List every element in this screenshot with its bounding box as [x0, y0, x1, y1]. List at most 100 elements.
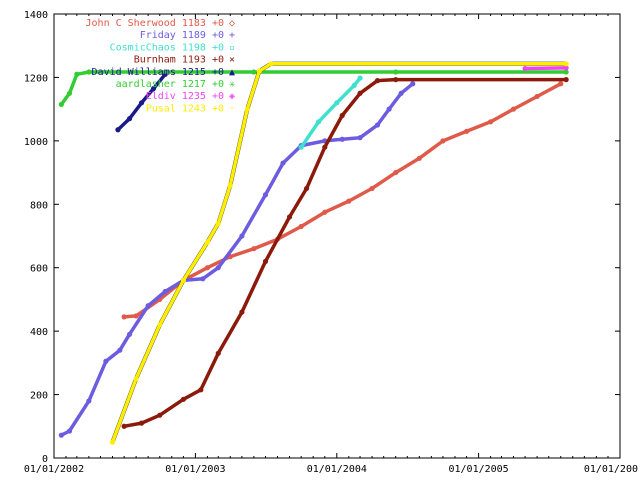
x-tick-label: 01/01/2003: [165, 464, 225, 475]
series-point: [117, 347, 123, 353]
series-point: [322, 209, 328, 215]
series-line: [123, 82, 562, 319]
series-point: [133, 313, 139, 319]
x-tick-label: 01/01/200: [584, 464, 638, 475]
series-point: [74, 71, 80, 77]
series-point: [215, 350, 221, 356]
series-point: [563, 61, 569, 67]
series-point: [157, 322, 163, 328]
series-point: [204, 265, 211, 271]
series-point: [268, 61, 274, 67]
legend-marker: ▫: [229, 42, 235, 53]
series-point: [244, 106, 250, 112]
series-point: [322, 144, 328, 150]
series-point: [198, 387, 204, 393]
series-point: [398, 90, 404, 96]
series-point: [58, 432, 64, 438]
series-point: [393, 169, 399, 176]
series-point: [393, 69, 399, 75]
series-point: [239, 309, 245, 315]
series-point: [303, 185, 310, 192]
series-point: [126, 331, 133, 337]
series-point: [563, 65, 569, 71]
series-point: [215, 220, 221, 226]
y-tick-label: 400: [30, 327, 48, 338]
series-point: [58, 101, 64, 107]
series-point: [138, 100, 145, 106]
series-layer: [58, 61, 569, 445]
series-point: [256, 68, 262, 74]
series-point: [126, 116, 133, 122]
series-point: [298, 144, 304, 150]
series-point: [410, 81, 416, 87]
series-point: [66, 90, 73, 96]
legend-label: David Williams 1215 +0: [92, 67, 224, 78]
legend-marker: ×: [229, 55, 235, 66]
series-point: [121, 314, 127, 320]
series-point: [346, 198, 352, 204]
y-tick-label: 1200: [24, 73, 48, 84]
series-point: [262, 192, 269, 198]
series-0: [121, 81, 564, 320]
series-point: [145, 303, 151, 309]
series-point: [339, 112, 345, 119]
series-point: [150, 85, 157, 92]
y-tick-label: 800: [30, 200, 48, 211]
y-tick-label: 600: [30, 264, 48, 275]
legend-label: Eldiv 1235 +0: [146, 91, 224, 102]
series-point: [369, 185, 375, 192]
legend-label: John C Sherwood 1183 +0: [86, 18, 224, 29]
series-point: [133, 376, 139, 382]
x-tick-label: 01/01/2005: [448, 464, 508, 475]
series-1: [58, 81, 416, 438]
series-point: [121, 423, 127, 429]
series-point: [239, 233, 245, 239]
y-tick-label: 1000: [24, 137, 48, 148]
y-tick-label: 1400: [24, 10, 48, 21]
y-tick-label: 0: [42, 454, 48, 465]
legend-label: aardlasher 1217 +0: [116, 79, 224, 90]
y-tick-label: 200: [30, 391, 48, 402]
legend-marker: ·: [229, 103, 235, 114]
series-point: [563, 69, 569, 75]
series-line: [123, 77, 567, 429]
series-point: [558, 81, 564, 87]
series-point: [351, 82, 357, 88]
series-point: [157, 412, 163, 418]
legend-marker: ◇: [229, 18, 235, 29]
series-point: [334, 100, 340, 106]
series-point: [180, 396, 186, 402]
series-line: [525, 66, 567, 71]
series-point: [86, 69, 92, 75]
series-point: [357, 135, 363, 141]
series-point: [357, 75, 363, 81]
series-point: [393, 77, 399, 83]
series-point: [251, 69, 257, 75]
series-point: [103, 358, 109, 364]
legend-label: Burnham 1193 +0: [134, 55, 224, 66]
legend-marker: ▲: [229, 67, 235, 78]
series-point: [200, 276, 206, 282]
series-point: [357, 90, 363, 96]
series-point: [534, 93, 540, 100]
series-point: [339, 136, 345, 142]
series-point: [374, 122, 381, 128]
series-point: [227, 182, 233, 188]
series-point: [386, 106, 392, 112]
legend: John C Sherwood 1183 +0 ◇ Friday 1189 +0 + C…: [86, 18, 236, 114]
series-point: [66, 428, 73, 434]
series-3: [121, 77, 569, 429]
series-point: [251, 246, 257, 252]
x-tick-label: 01/01/2004: [307, 464, 367, 475]
series-point: [262, 258, 269, 264]
series-point: [488, 119, 494, 125]
legend-label: Pusal 1243 +0: [146, 103, 224, 114]
series-line: [60, 82, 414, 437]
legend-marker: +: [229, 30, 235, 41]
series-point: [522, 65, 528, 72]
legend-marker: ✳: [229, 79, 235, 90]
series-point: [374, 78, 381, 84]
series-point: [204, 239, 211, 245]
series-point: [115, 127, 121, 133]
